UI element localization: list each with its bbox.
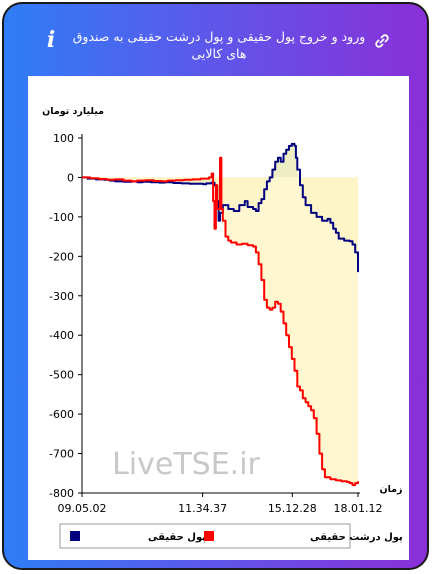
chart-panel: 100 0 -100 -200 -300 -400 -500 -600 -700 -800 09.0…: [28, 76, 409, 560]
y-tick-label: -700: [49, 448, 74, 461]
watermark-text: LiveTSE.ir: [112, 447, 260, 482]
info-icon[interactable]: i: [46, 27, 56, 53]
link-icon[interactable]: [374, 33, 390, 49]
legend-label: پول درشت حقیقی: [310, 532, 403, 543]
series-line-1: [82, 142, 359, 273]
line-chart: 100 0 -100 -200 -300 -400 -500 -600 -700 -800 09.0…: [42, 106, 403, 549]
chart-card: i ورود و خروج پول حقیقی و پول درشت حقیقی…: [2, 2, 429, 570]
series-area-2: [82, 157, 358, 486]
x-axis-title: زمان: [379, 484, 402, 495]
x-tick-label: 09.05.02: [58, 502, 107, 515]
y-tick-label: -300: [49, 290, 74, 303]
y-tick-label: -800: [49, 487, 74, 500]
y-tick-label: -500: [49, 369, 74, 382]
series-line-2: [82, 156, 359, 487]
y-axis-title: میلیارد تومان: [42, 106, 104, 117]
y-tick-label: -100: [49, 211, 74, 224]
y-tick-label: -200: [49, 250, 74, 263]
legend-swatch: [204, 531, 214, 541]
x-tick-label: 15.12.28: [268, 502, 317, 515]
legend-label: پول حقیقی: [148, 532, 206, 543]
legend-swatch: [70, 531, 80, 541]
x-tick-label: 11.34.37: [178, 502, 227, 515]
y-tick-label: 100: [53, 132, 74, 145]
y-tick-label: -600: [49, 408, 74, 421]
y-tick-label: 0: [67, 171, 74, 184]
y-tick-label: -400: [49, 329, 74, 342]
card-header: i ورود و خروج پول حقیقی و پول درشت حقیقی…: [4, 4, 427, 76]
chart-title: ورود و خروج پول حقیقی و پول درشت حقیقی ب…: [72, 29, 366, 61]
x-tick-label: 18.01.12: [334, 502, 383, 515]
